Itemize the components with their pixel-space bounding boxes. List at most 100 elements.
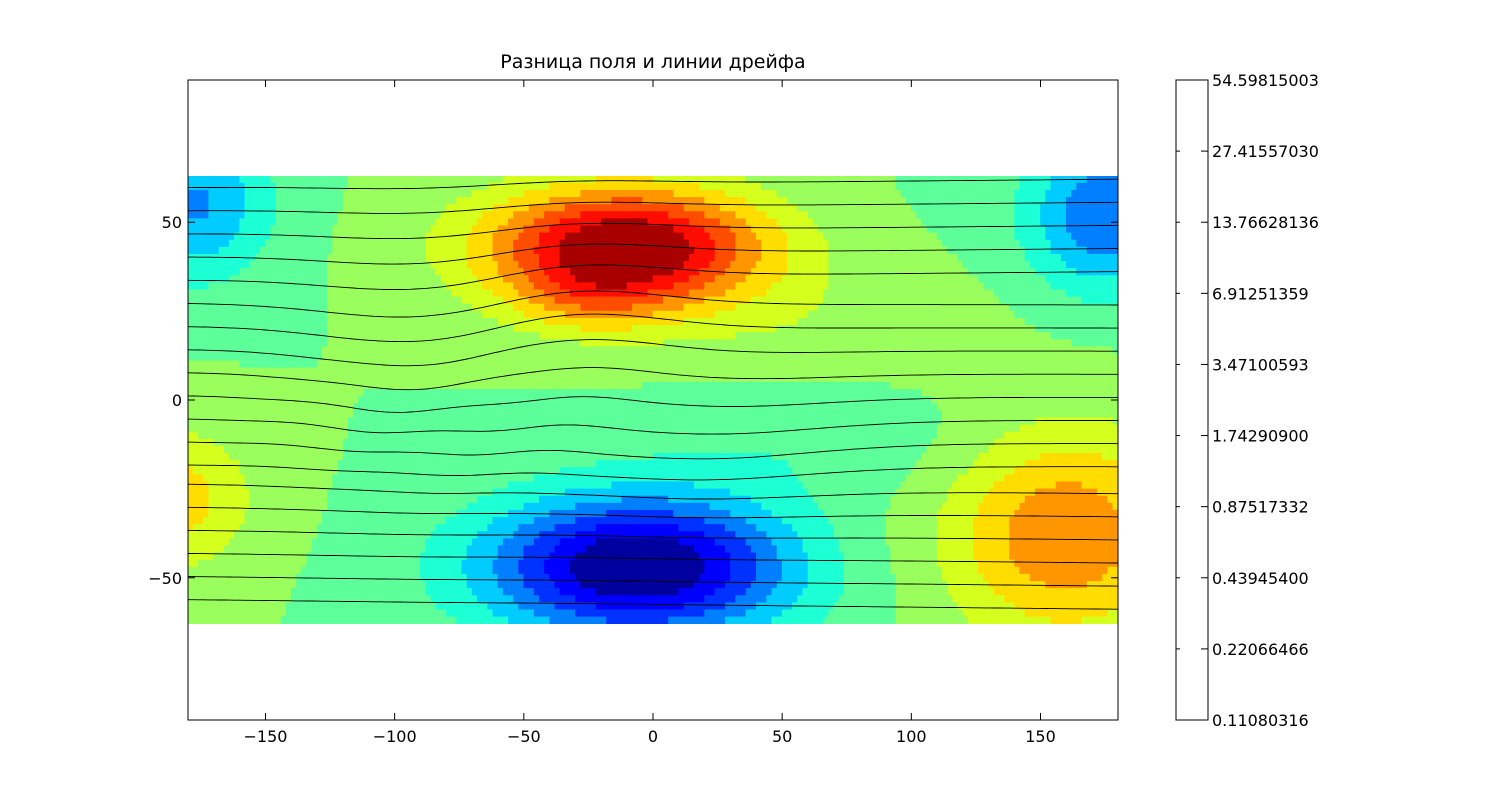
contour-cell (797, 204, 912, 212)
contour-cell (188, 261, 251, 269)
y-tick-label: 0 (172, 391, 182, 410)
contour-cell (466, 545, 499, 554)
y-tick-label: 50 (162, 213, 182, 232)
contour-cell (559, 218, 602, 227)
contour-cell (781, 566, 809, 575)
contour-cell (595, 524, 680, 532)
contour-cell (223, 445, 344, 454)
contour-cell (1024, 609, 1108, 618)
contour-cell (539, 495, 623, 504)
contour-cell (1050, 246, 1088, 255)
contour-cell (1024, 253, 1062, 262)
contour-cell (936, 403, 1118, 411)
contour-cell (311, 545, 426, 554)
contour-cell (916, 211, 1015, 219)
contour-cell (890, 566, 943, 575)
contour-cell (823, 232, 938, 241)
drift-line (188, 483, 1118, 500)
contour-cell (559, 467, 793, 475)
contour-cell (188, 303, 328, 312)
contour-cell (683, 261, 711, 269)
contour-cell (735, 282, 773, 291)
contour-cell (1107, 495, 1118, 504)
contour-cell (1050, 282, 1118, 291)
contour-cell (327, 502, 468, 511)
contour-cell (750, 581, 778, 589)
contour-cell (249, 488, 328, 497)
contour-cell (192, 467, 240, 475)
contour-cell (239, 176, 271, 184)
contour-cell (188, 225, 240, 234)
contour-cell (188, 431, 199, 440)
contour-cell (1019, 182, 1052, 191)
contour-cell (993, 438, 1118, 447)
contour-cell (704, 517, 747, 525)
contour-cell (539, 332, 736, 340)
contour-cell (807, 552, 845, 561)
x-axis: −150 −100 −50 0 50 100 150 (244, 80, 1056, 746)
contour-cell (947, 588, 995, 596)
contour-cell (575, 275, 654, 283)
contour-cell (735, 332, 1052, 340)
contour-cell (502, 176, 597, 184)
contour-cell (342, 204, 447, 212)
contour-cell (239, 360, 318, 369)
contour-cell (595, 282, 628, 291)
contour-cell (188, 453, 230, 461)
colorbar-tick-label: 6.91251359 (1212, 284, 1309, 303)
contour-cell (1066, 218, 1118, 227)
contour-cell (446, 204, 494, 212)
contour-cell (735, 595, 767, 603)
contour-cell (533, 588, 561, 596)
contour-cell (688, 253, 716, 262)
contour-cell (229, 453, 344, 461)
contour-cell (745, 275, 783, 283)
contour-cell (425, 581, 468, 589)
contour-cell (802, 588, 845, 596)
contour-cell (1081, 616, 1118, 624)
contour-cell (978, 509, 1015, 518)
contour-cell (719, 218, 747, 227)
contour-cell (188, 310, 328, 319)
contour-cell (936, 531, 974, 539)
contour-cell (570, 289, 649, 298)
contour-cell (347, 431, 938, 440)
contour-cell (911, 204, 1015, 212)
contour-cell (188, 204, 209, 212)
contour-cell (678, 524, 726, 532)
contour-cell (771, 616, 824, 624)
contour-cell (446, 282, 483, 291)
contour-cell (1029, 573, 1103, 582)
contour-cell (188, 325, 328, 333)
contour-cell (750, 545, 778, 554)
contour-cell (208, 502, 251, 511)
contour-cell (425, 239, 468, 248)
contour-cell (425, 538, 473, 547)
contour-cell (1045, 197, 1067, 205)
contour-cell (936, 552, 974, 561)
contour-cell (1076, 182, 1118, 191)
contour-cell (973, 531, 1010, 539)
contour-cell (575, 573, 700, 582)
contour-cell (425, 588, 473, 596)
contour-cell (1024, 246, 1052, 255)
contour-cell (234, 531, 318, 539)
contour-cell (828, 253, 959, 262)
contour-cell (575, 552, 700, 561)
contour-cell (513, 246, 535, 255)
contour-cell (699, 552, 731, 561)
contour-cell (807, 488, 897, 497)
contour-cell (332, 239, 426, 248)
contour-cell (1066, 204, 1118, 212)
contour-cell (518, 261, 540, 269)
contour-cell (198, 559, 308, 568)
contour-cell (461, 566, 494, 575)
contour-cell (497, 261, 519, 269)
drift-line (188, 178, 1118, 190)
contour-cell (1035, 488, 1098, 497)
contour-cell (430, 595, 478, 603)
contour-cell (244, 182, 277, 191)
contour-cell (714, 246, 736, 255)
contour-cell (1050, 616, 1083, 624)
